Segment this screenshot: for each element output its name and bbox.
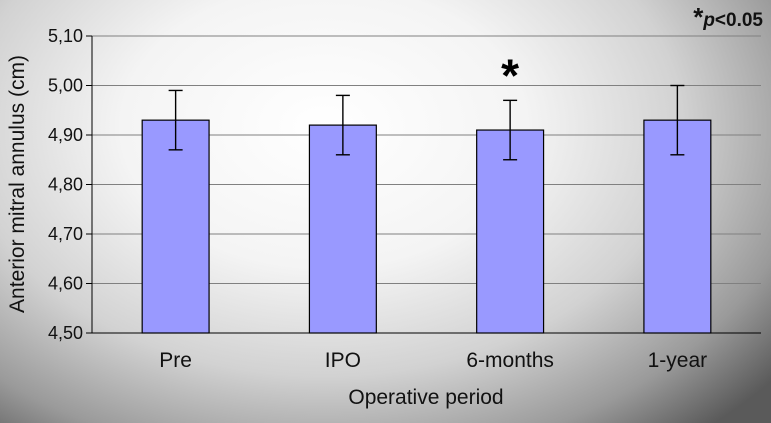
x-tick-label: IPO [325, 349, 361, 372]
bar-pre [141, 119, 210, 334]
y-tick-label: 4,90 [48, 125, 83, 145]
x-tick-label: Pre [159, 349, 192, 372]
error-bars [168, 84, 685, 161]
x-axis-title: Operative period [348, 386, 503, 409]
y-tick-labels: 4,50 4,60 4,70 4,80 4,90 5,00 5,10 [48, 26, 92, 343]
bar-ipo [308, 124, 377, 334]
y-tick-label: 5,00 [48, 76, 83, 96]
y-tick-label: 4,60 [48, 274, 83, 294]
y-tick-label: 5,10 [48, 26, 83, 46]
bars [141, 119, 712, 334]
p-value-note: *p<0.05 [693, 2, 763, 32]
significance-marker: * [501, 49, 519, 101]
p-note-threshold: <0.05 [715, 10, 764, 31]
x-tick-label: 1-year [648, 349, 708, 372]
p-note-star: * [693, 2, 704, 32]
y-axis-title: Anterior mitral annulus (cm) [6, 55, 29, 313]
x-tick-labels: Pre IPO 6-months 1-year [159, 349, 707, 372]
bar-6-months [476, 129, 545, 334]
y-tick-label: 4,80 [48, 175, 83, 195]
y-tick-label: 4,70 [48, 224, 83, 244]
y-tick-label: 4,50 [48, 323, 83, 343]
x-tick-label: 6-months [466, 349, 554, 372]
p-note-p: p [702, 10, 715, 31]
